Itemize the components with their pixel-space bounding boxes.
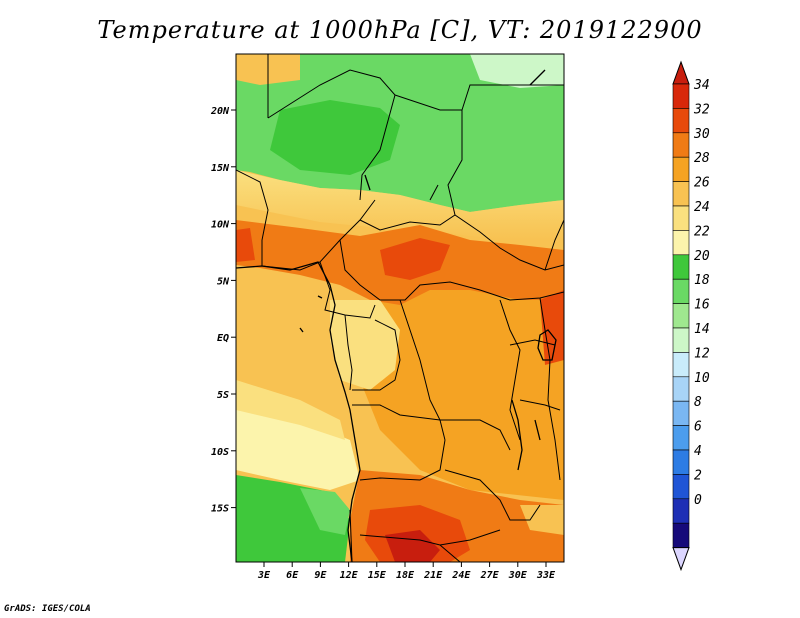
lon-tick-label: 15E xyxy=(368,570,387,581)
lat-tick-label: 10S xyxy=(211,447,229,458)
lon-tick-label: 27E xyxy=(480,570,500,581)
plot-frame xyxy=(235,53,565,563)
zone-car-core xyxy=(380,238,450,280)
latitude-axis: 20N 15N 10N 5N EQ 5S 10S 15S xyxy=(210,106,236,515)
lon-tick-label: 21E xyxy=(423,570,443,581)
colorbar-swatch xyxy=(672,205,690,231)
zone-southeast xyxy=(520,505,564,535)
chart-title: Temperature at 1000hPa [C], VT: 20191229… xyxy=(97,16,703,44)
lat-tick-label: 20N xyxy=(210,106,230,117)
credit-text: GrADS: IGES/COLA xyxy=(4,604,91,614)
colorbar-swatch xyxy=(672,156,690,182)
lat-tick-label: 15S xyxy=(211,504,229,515)
colorbar-swatch xyxy=(672,376,690,402)
lat-tick-label: EQ xyxy=(217,333,229,344)
colorbar-swatch xyxy=(672,278,690,304)
longitude-axis: 3E 6E 9E 12E 15E 18E 21E 24E 27E 30E 33E xyxy=(257,562,556,581)
colorbar-swatch xyxy=(672,449,690,475)
lat-tick-label: 5S xyxy=(217,390,229,401)
colorbar-swatch xyxy=(672,327,690,353)
colorbar-swatch xyxy=(672,425,690,451)
colorbar-label: 18 xyxy=(694,273,710,288)
zone-sahara xyxy=(236,54,564,212)
colorbar-swatch xyxy=(672,230,690,256)
colorbar-label: 26 xyxy=(694,176,710,191)
temperature-field xyxy=(236,54,564,562)
colorbar-label: 0 xyxy=(694,493,702,508)
lat-tick-label: 10N xyxy=(211,220,230,231)
zone-congo-basin xyxy=(360,262,564,500)
lon-tick-label: 30E xyxy=(508,570,528,581)
lon-tick-label: 18E xyxy=(396,570,415,581)
lat-tick-label: 15N xyxy=(211,163,230,174)
lon-tick-label: 24E xyxy=(451,570,471,581)
colorbar-label: 14 xyxy=(694,322,710,337)
colorbar-swatch xyxy=(672,522,690,548)
country-borders xyxy=(236,54,564,562)
zone-angola-coast xyxy=(236,400,360,490)
colorbar-label: 24 xyxy=(694,200,710,215)
zone-lake-victoria xyxy=(540,290,564,365)
colorbar-swatch xyxy=(672,400,690,426)
lon-tick-label: 12E xyxy=(340,570,359,581)
colorbar-under-triangle xyxy=(672,547,690,572)
colorbar-label: 6 xyxy=(694,420,702,435)
colorbar-swatch xyxy=(672,254,690,280)
zone-ne-corner xyxy=(470,54,564,88)
colorbar-swatch xyxy=(672,132,690,158)
zone-nigeria-coast xyxy=(236,228,255,262)
colorbar-label: 8 xyxy=(694,395,702,410)
zone-namibia-edge xyxy=(300,488,350,535)
colorbar-swatch xyxy=(672,498,690,524)
colorbar-swatch xyxy=(672,181,690,207)
colorbar-swatch xyxy=(672,108,690,134)
colorbar-label: 10 xyxy=(694,371,710,386)
coastlines xyxy=(236,69,557,562)
zone-sahara-core xyxy=(270,100,400,175)
colorbar-label: 22 xyxy=(694,224,710,239)
colorbar-swatch xyxy=(672,352,690,378)
colorbar-over-triangle xyxy=(672,60,690,85)
colorbar-label: 20 xyxy=(694,249,710,264)
lat-tick-label: 5N xyxy=(217,276,230,287)
colorbar-swatch xyxy=(672,474,690,500)
colorbar-label: 28 xyxy=(694,151,710,166)
colorbar-label: 34 xyxy=(693,78,710,93)
colorbar-swatch xyxy=(672,303,690,329)
colorbar-swatch xyxy=(672,83,690,109)
colorbar-label: 30 xyxy=(693,127,710,142)
lon-tick-label: 33E xyxy=(536,570,556,581)
colorbar-label: 2 xyxy=(694,468,702,483)
colorbar-label: 16 xyxy=(694,298,710,313)
zone-gabon xyxy=(330,300,400,390)
zone-sahel xyxy=(236,170,564,240)
lon-tick-label: 6E xyxy=(286,570,299,581)
zone-angola-coast2 xyxy=(236,380,345,440)
colorbar-label: 4 xyxy=(694,444,702,459)
lon-tick-label: 3E xyxy=(257,570,271,581)
colorbar-label: 32 xyxy=(693,102,710,117)
lon-tick-label: 9E xyxy=(314,570,327,581)
colorbar-label: 12 xyxy=(694,346,710,361)
